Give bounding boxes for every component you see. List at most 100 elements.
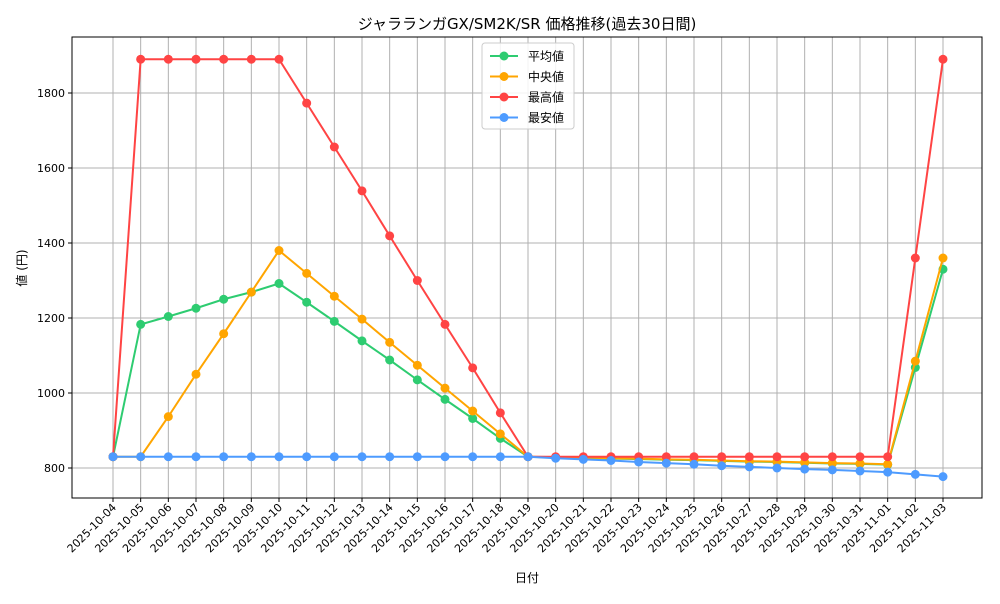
y-tick-label: 1800 — [37, 87, 65, 100]
data-point — [246, 54, 256, 64]
legend-label: 最安値 — [528, 110, 564, 125]
legend-label: 中央値 — [528, 69, 564, 84]
data-point — [523, 452, 533, 462]
data-point — [827, 452, 837, 462]
data-point — [468, 452, 478, 462]
legend-swatch-marker — [499, 113, 509, 122]
data-point — [191, 369, 201, 379]
data-point — [495, 408, 505, 418]
data-point — [440, 452, 450, 462]
data-point — [246, 452, 256, 462]
data-point — [163, 452, 173, 462]
data-point — [744, 452, 754, 462]
data-point — [744, 462, 754, 472]
data-point — [136, 452, 146, 462]
data-point — [606, 456, 616, 465]
data-point — [412, 360, 422, 370]
data-point — [772, 463, 782, 473]
data-point — [551, 453, 561, 463]
legend-label: 平均値 — [528, 49, 564, 64]
data-point — [385, 337, 395, 347]
data-point — [412, 452, 422, 462]
data-point — [246, 287, 256, 297]
data-point — [274, 452, 284, 462]
y-tick-label: 800 — [44, 462, 65, 475]
data-point — [689, 452, 699, 462]
data-point — [855, 459, 865, 468]
data-point — [191, 452, 201, 462]
data-point — [468, 363, 478, 373]
data-point — [938, 54, 948, 64]
series-最安値 — [108, 452, 948, 482]
grid — [72, 37, 982, 498]
chart-title: ジャラランガGX/SM2K/SR 価格推移(過去30日間) — [358, 15, 697, 33]
data-point — [329, 291, 339, 301]
data-point — [468, 414, 478, 423]
data-point — [910, 253, 920, 263]
x-axis: 2025-10-042025-10-052025-10-062025-10-07… — [65, 498, 949, 555]
data-point — [163, 54, 173, 64]
legend-box — [481, 42, 575, 130]
data-point — [385, 231, 395, 241]
y-axis: 800 1000 1200 1400 1600 1800 — [37, 87, 72, 475]
data-point — [855, 452, 865, 462]
data-point — [883, 467, 893, 477]
data-point — [412, 276, 422, 285]
data-point — [883, 459, 893, 469]
data-point — [385, 452, 395, 462]
data-point — [883, 452, 893, 462]
data-point — [274, 246, 284, 255]
data-point — [910, 469, 920, 479]
data-point — [800, 452, 810, 462]
data-point — [440, 383, 450, 393]
y-axis-label: 値 (円) — [14, 249, 29, 286]
data-point — [717, 461, 727, 471]
data-point — [468, 406, 478, 416]
legend-swatch-marker — [499, 92, 509, 102]
y-tick-label: 1000 — [37, 387, 65, 400]
data-point — [274, 54, 284, 64]
data-point — [302, 268, 312, 278]
data-point — [357, 186, 367, 196]
data-point — [163, 412, 173, 422]
y-tick-label: 1600 — [37, 162, 65, 175]
data-point — [827, 458, 837, 468]
x-axis-label: 日付 — [515, 571, 539, 585]
data-point — [910, 356, 920, 366]
data-point — [219, 294, 229, 304]
data-point — [136, 54, 146, 64]
data-point — [440, 319, 450, 329]
data-point — [440, 394, 450, 404]
data-point — [827, 465, 837, 475]
data-point — [219, 452, 229, 462]
data-point — [329, 452, 339, 462]
data-point — [772, 452, 782, 462]
data-point — [495, 452, 505, 462]
data-point — [329, 316, 339, 326]
data-point — [302, 452, 312, 462]
data-point — [661, 458, 671, 468]
legend-swatch-marker — [499, 72, 509, 81]
y-tick-label: 1400 — [37, 237, 65, 250]
data-point — [689, 459, 699, 469]
legend-swatch-marker — [499, 51, 509, 61]
data-point — [357, 336, 367, 346]
data-point — [163, 312, 173, 321]
data-point — [136, 319, 146, 329]
data-point — [578, 454, 588, 464]
data-point — [274, 279, 284, 288]
data-point — [219, 54, 229, 64]
data-point — [661, 452, 671, 462]
data-point — [938, 472, 948, 482]
data-point — [412, 375, 422, 385]
data-point — [634, 457, 644, 467]
data-point — [357, 452, 367, 462]
data-point — [385, 355, 395, 365]
data-point — [800, 464, 810, 474]
data-point — [855, 466, 865, 476]
series-group — [108, 54, 948, 482]
data-point — [191, 303, 201, 313]
